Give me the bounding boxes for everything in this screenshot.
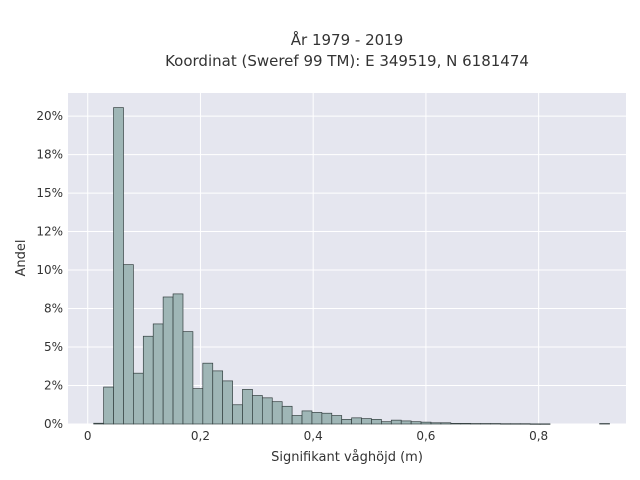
histogram-bar	[291, 415, 303, 425]
histogram-bar	[599, 423, 610, 425]
histogram-bar	[93, 422, 104, 425]
y-tick-label: 15%	[36, 186, 63, 200]
histogram-bar	[430, 422, 442, 425]
histogram-bar	[410, 421, 422, 425]
histogram-bar	[420, 421, 432, 425]
histogram-bar	[381, 421, 392, 425]
histogram-bar	[371, 419, 382, 425]
histogram-bar	[242, 389, 253, 425]
y-tick-label: 8%	[44, 302, 63, 316]
histogram-bar	[182, 331, 194, 425]
x-axis-label: Signifikant våghöjd (m)	[271, 450, 423, 465]
histogram-bar	[172, 293, 184, 425]
x-axis-ticks: 0 0,2 0,4 0,6 0,8	[84, 429, 548, 443]
histogram-bar	[390, 419, 402, 425]
histogram-bar	[440, 422, 452, 425]
x-tick-label: 0	[84, 429, 92, 443]
histogram-bar	[133, 372, 144, 425]
histogram-bars	[93, 107, 610, 425]
histogram-bar	[202, 362, 214, 425]
histogram-bar	[261, 397, 273, 425]
histogram-bar	[341, 419, 352, 425]
histogram-bar	[351, 417, 362, 425]
histogram-bar	[500, 423, 511, 425]
histogram-bar	[539, 423, 551, 425]
histogram-bar	[490, 423, 501, 425]
histogram-bar	[192, 388, 204, 425]
histogram-bar	[311, 412, 323, 425]
histogram-bar	[509, 423, 521, 425]
histogram-bar	[281, 405, 293, 425]
histogram-bar	[460, 423, 472, 425]
y-axis-label: Andel	[14, 240, 29, 277]
histogram-bar	[142, 335, 154, 425]
chart-title-line1: År 1979 - 2019	[291, 30, 404, 49]
y-tick-label: 18%	[36, 148, 63, 162]
histogram-bar	[152, 323, 164, 425]
histogram-bar	[331, 415, 343, 425]
histogram-bar	[162, 296, 174, 425]
histogram-bar	[212, 370, 224, 425]
histogram-bar	[301, 410, 313, 425]
histogram-bar	[271, 401, 283, 425]
histogram-bar	[232, 404, 243, 425]
histogram-bar	[480, 423, 491, 425]
histogram-bar	[361, 418, 372, 425]
histogram-bar	[222, 380, 233, 425]
histogram-bar	[470, 423, 481, 425]
histogram-bar	[252, 395, 263, 425]
y-axis-ticks: 0% 2% 5% 8% 10% 12% 15% 18% 20%	[36, 109, 63, 431]
histogram-bar	[113, 107, 124, 425]
histogram-bar	[450, 423, 462, 425]
x-tick-label: 0,8	[529, 429, 548, 443]
y-tick-label: 5%	[44, 340, 63, 354]
x-tick-label: 0,4	[304, 429, 323, 443]
histogram-bar	[321, 412, 333, 425]
histogram-bar	[519, 423, 531, 425]
histogram-bar	[123, 264, 134, 425]
x-tick-label: 0,2	[191, 429, 210, 443]
histogram-bar	[400, 420, 412, 425]
histogram-bar	[529, 423, 541, 425]
chart-title-line2: Koordinat (Sweref 99 TM): E 349519, N 61…	[165, 52, 529, 70]
x-tick-label: 0,6	[416, 429, 435, 443]
y-tick-label: 0%	[44, 417, 63, 431]
histogram-bar	[103, 386, 114, 425]
y-tick-label: 2%	[44, 379, 63, 393]
y-tick-label: 12%	[36, 225, 63, 239]
y-tick-label: 10%	[36, 263, 63, 277]
y-tick-label: 20%	[36, 109, 63, 123]
